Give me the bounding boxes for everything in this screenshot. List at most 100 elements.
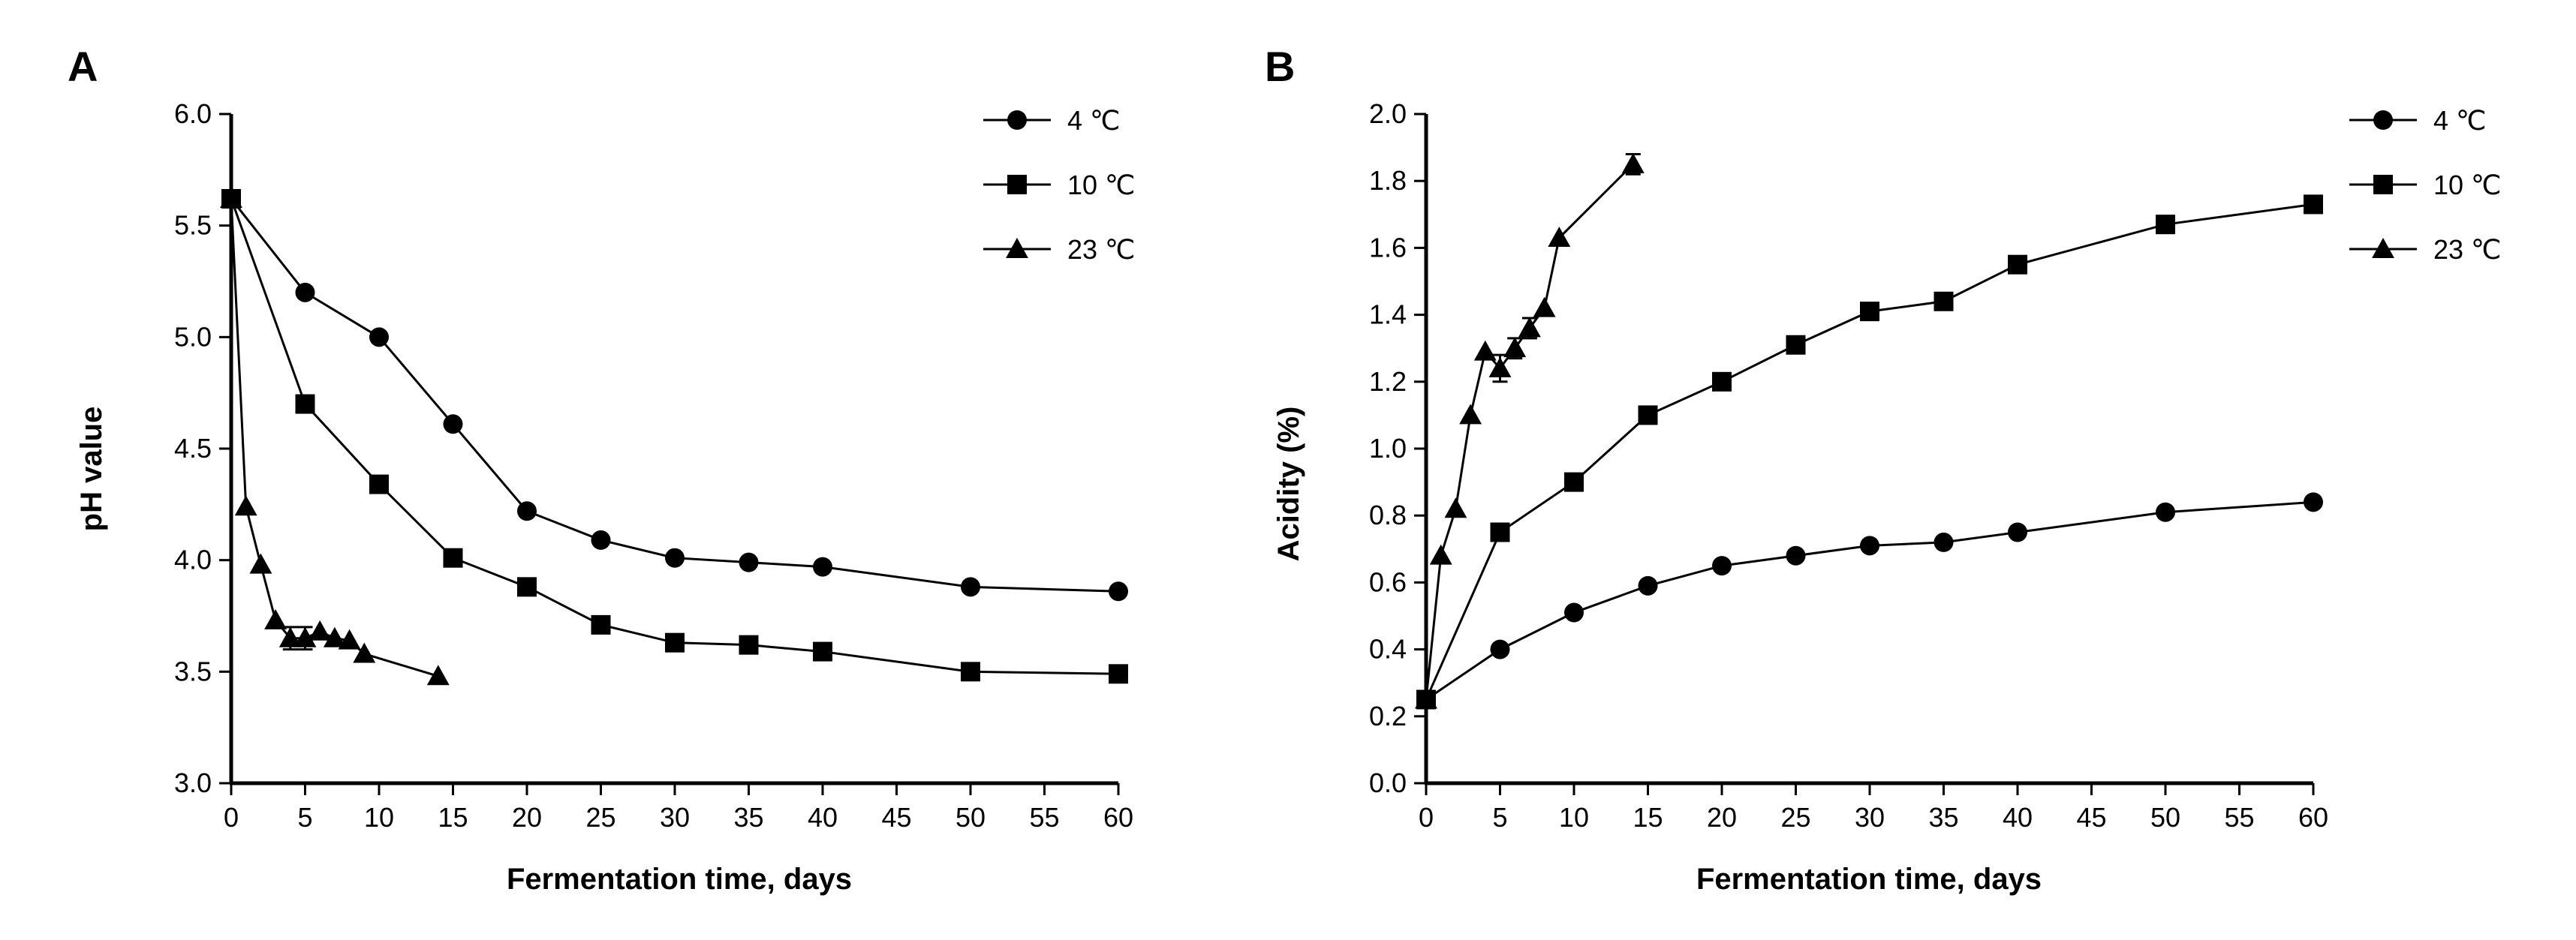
data-point-circle (443, 414, 463, 434)
legend-label: 4 ℃ (2433, 105, 2486, 136)
data-point-triangle (353, 642, 376, 663)
x-tick-label: 5 (1492, 802, 1507, 833)
y-axis-title: Acidity (%) (1272, 407, 1305, 562)
x-tick-label: 60 (2298, 802, 2328, 833)
y-tick-label: 1.8 (1369, 165, 1407, 196)
x-tick-label: 0 (1419, 802, 1434, 833)
x-tick-label: 45 (2076, 802, 2106, 833)
data-point-square (1712, 371, 1732, 392)
x-tick-label: 25 (1780, 802, 1810, 833)
data-point-circle (295, 282, 315, 302)
legend-label: 4 ℃ (1067, 105, 1120, 136)
x-axis-title: Fermentation time, days (1696, 863, 2042, 896)
panel-label: B (1265, 43, 1295, 90)
data-point-triangle (1459, 404, 1482, 425)
data-point-triangle (249, 553, 272, 574)
x-tick-label: 10 (364, 802, 394, 833)
x-tick-label: 40 (2003, 802, 2033, 833)
data-point-circle (813, 557, 832, 577)
x-tick-label: 30 (1855, 802, 1885, 833)
data-point-square (961, 662, 980, 682)
y-tick-label: 3.5 (174, 656, 212, 686)
y-axis-title: pH value (75, 407, 108, 532)
data-point-triangle (308, 620, 332, 641)
data-point-circle (369, 327, 389, 347)
x-tick-label: 60 (1103, 802, 1133, 833)
panel-b: B Fermentation time, days Acidity (%) 0 5… (1265, 43, 2501, 896)
data-point-circle (665, 548, 685, 568)
data-point-triangle (1621, 152, 1645, 173)
y-tick-label: 2.0 (1369, 98, 1407, 129)
legend-marker-circle (1007, 110, 1027, 130)
series-line-triangle (1425, 163, 1634, 700)
x-tick-label: 50 (955, 802, 986, 833)
x-tick-label: 0 (224, 802, 239, 833)
y-tick-label: 1.4 (1369, 299, 1407, 330)
data-point-circle (1638, 575, 1658, 596)
data-point-square (295, 394, 315, 414)
series-line-circle (1425, 500, 2314, 701)
data-point-triangle (323, 626, 346, 647)
y-tick-label: 1.2 (1369, 366, 1407, 397)
data-point-square (369, 474, 389, 494)
y-tick-label: 3.0 (174, 767, 212, 798)
data-point-circle (1490, 639, 1510, 659)
data-point-square (665, 632, 685, 653)
y-tick-label: 4.5 (174, 433, 212, 464)
y-tick-label: 4.0 (174, 545, 212, 575)
legend-marker-triangle (1006, 238, 1028, 258)
x-tick-label: 55 (1029, 802, 1059, 833)
data-point-triangle (220, 188, 242, 208)
data-point-circle (739, 552, 759, 572)
data-point-square (443, 548, 463, 568)
data-point-circle (517, 501, 537, 521)
y-tick-label: 0.2 (1369, 701, 1407, 731)
panel-label: A (68, 43, 98, 90)
data-point-square (1860, 302, 1879, 322)
series-line-square (230, 198, 1119, 675)
x-tick-label: 20 (1707, 802, 1737, 833)
data-point-square (517, 577, 537, 597)
data-point-circle (1712, 556, 1732, 576)
data-point-triangle (293, 626, 317, 647)
series-line-square (1425, 203, 2314, 701)
y-tick-label: 0.6 (1369, 566, 1407, 597)
x-tick-label: 15 (438, 802, 468, 833)
data-point-triangle (278, 626, 302, 647)
data-point-square (1564, 472, 1584, 492)
data-point-square (739, 635, 759, 655)
legend-label: 23 ℃ (1067, 234, 1135, 265)
y-tick-label: 6.0 (174, 98, 212, 129)
data-point-square (2304, 194, 2323, 215)
data-point-triangle (1503, 337, 1527, 358)
legend-marker-square (2373, 175, 2393, 194)
x-tick-label: 20 (512, 802, 542, 833)
x-axis-title: Fermentation time, days (507, 863, 852, 896)
data-point-circle (1109, 581, 1128, 602)
data-point-square (1109, 664, 1128, 684)
y-tick-label: 5.5 (174, 210, 212, 241)
data-point-triangle (1415, 688, 1437, 709)
y-tick-label: 1.0 (1369, 433, 1407, 464)
x-tick-label: 50 (2150, 802, 2180, 833)
x-tick-label: 25 (585, 802, 615, 833)
x-tick-label: 5 (297, 802, 312, 833)
data-point-triangle (1444, 497, 1467, 518)
x-tick-label: 35 (733, 802, 763, 833)
x-tick-label: 40 (808, 802, 838, 833)
data-point-triangle (1518, 317, 1541, 338)
y-tick-label: 1.6 (1369, 232, 1407, 263)
data-point-square (1490, 522, 1510, 542)
data-point-square (591, 614, 611, 635)
y-tick-label: 0.0 (1369, 767, 1407, 798)
y-tick-label: 0.4 (1369, 634, 1407, 665)
y-tick-label: 5.0 (174, 321, 212, 352)
data-point-triangle (264, 608, 287, 629)
data-point-circle (1934, 532, 1954, 552)
data-point-triangle (1429, 544, 1452, 565)
data-point-circle (1786, 545, 1806, 566)
data-point-triangle (1533, 296, 1556, 317)
x-tick-label: 10 (1559, 802, 1589, 833)
x-tick-label: 15 (1633, 802, 1663, 833)
data-point-circle (2156, 502, 2175, 522)
